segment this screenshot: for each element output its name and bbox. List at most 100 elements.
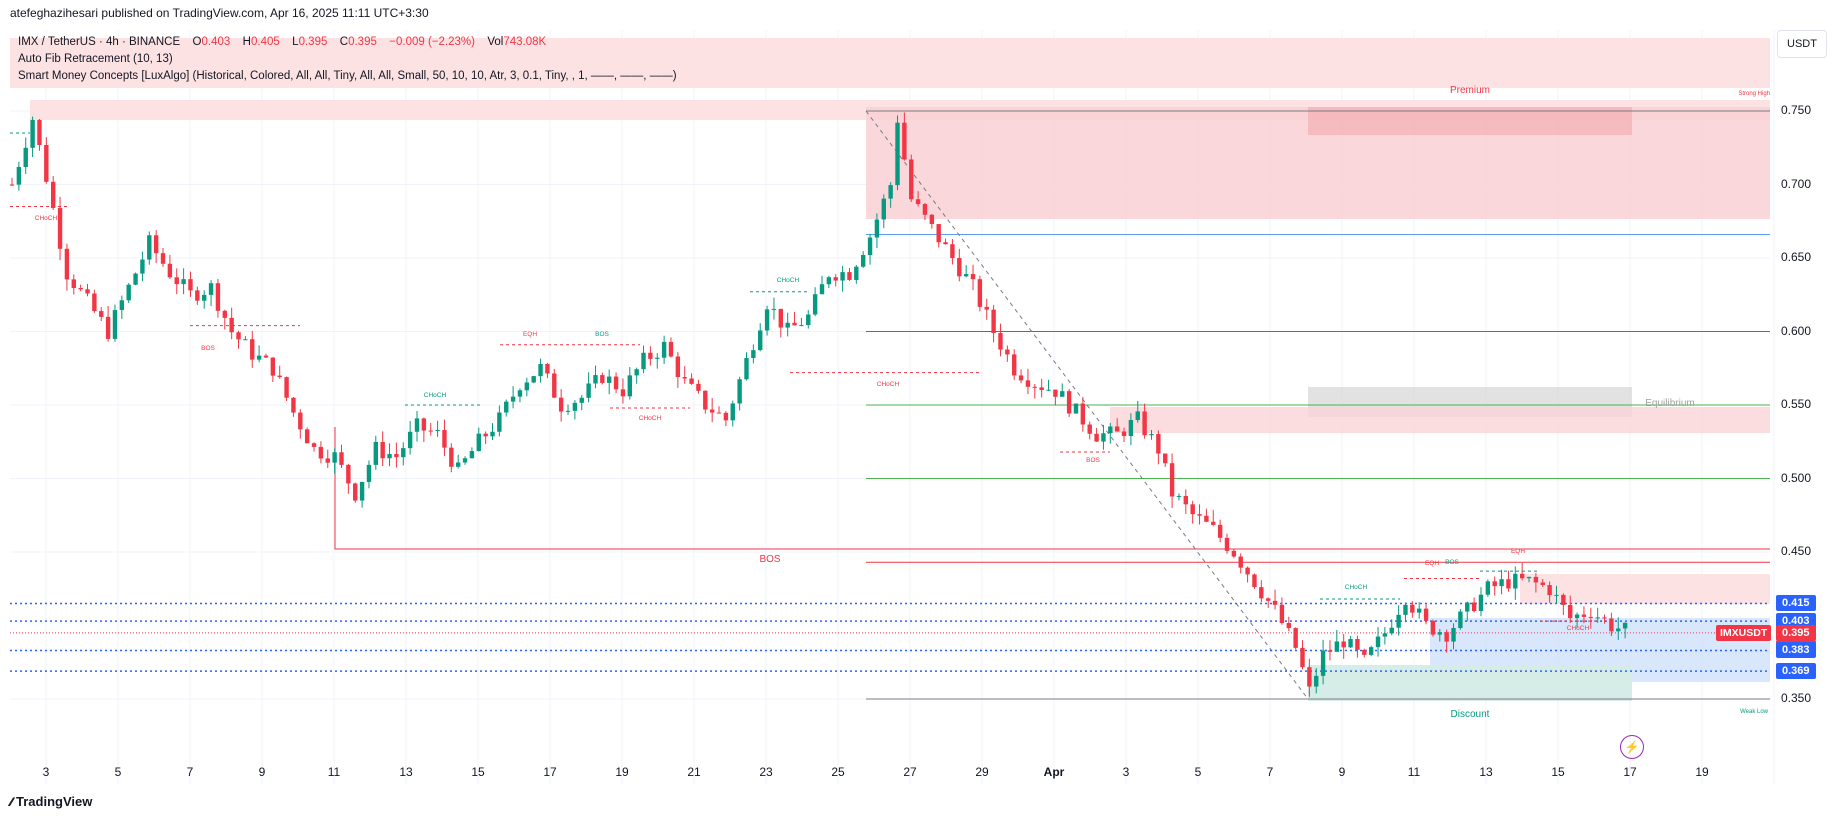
candle-body [1519,573,1525,579]
candle-body [126,284,131,301]
candle-body [785,322,790,328]
price-axis-label: 0.600 [1781,323,1812,338]
candle-body [1224,537,1230,551]
candle-body [895,122,900,186]
time-axis-label: 13 [1479,765,1493,779]
candle-body [675,356,681,378]
candle-body [1492,581,1497,587]
legend-band [10,38,1770,88]
candle-body [1423,608,1429,621]
candle-body [387,454,392,459]
candle-body [1547,585,1552,596]
candle-body [1183,495,1189,505]
candle-body [751,350,756,359]
candle-body [490,431,495,437]
candle-body [160,253,166,264]
candle-body [558,397,564,412]
candle-body [792,322,797,326]
candle-body [1581,614,1587,617]
tradingview-mark-icon: ⁄⁄ [10,794,13,809]
time-axis-label: 23 [759,765,773,779]
candle-body [85,289,90,294]
candle-body [1238,556,1243,568]
candle-body [215,283,221,311]
candle-body [1032,386,1037,388]
indicator-fib[interactable]: Auto Fib Retracement (10, 13) [18,53,173,65]
ticker-tag: IMXUSDT [1716,625,1772,641]
candle-body [860,255,866,267]
smc-label: EQH [523,331,537,338]
candle-body [483,433,488,437]
candle-body [1554,594,1559,596]
candle-body [71,279,76,288]
candle-body [1217,524,1223,538]
candle-body [1499,579,1504,587]
candle-body [545,363,550,374]
candle-body [1108,426,1113,434]
candle-body [1568,604,1573,619]
time-axis-label: 9 [258,765,266,779]
candle-body [538,363,543,377]
candle-body [1382,633,1388,637]
candle-body [915,199,921,205]
smc-label: BOS [595,331,609,338]
supply-zone-top [1308,107,1632,135]
candle-body [943,242,948,245]
candle-body [318,446,324,459]
candle-body [744,358,749,380]
tradingview-logo[interactable]: ⁄⁄ TradingView [10,794,92,809]
candle-body [778,308,784,328]
indicator-smc[interactable]: Smart Money Concepts [LuxAlgo] (Historic… [18,70,677,82]
candle-body [1053,389,1058,397]
candle-body [1348,639,1353,648]
candle-body [600,375,605,383]
candle-body [1417,608,1422,613]
candle-body [449,447,454,467]
candle-body [826,277,832,285]
candle-body [1540,582,1545,586]
candle-body [737,379,742,404]
candle-body [181,279,186,285]
candle-body [1252,574,1257,588]
publish-info: atefeghazihesari published on TradingVie… [10,6,429,20]
candle-body [1101,433,1106,442]
candle-body [1602,617,1607,619]
price-tag: 0.369 [1776,663,1816,680]
candle-body [64,248,70,280]
candle-body [881,198,886,220]
candle-body [1595,617,1600,619]
candle-body [641,352,646,370]
candle-body [950,244,955,259]
candle-body [44,144,49,182]
candle-body [1513,573,1518,589]
candle-body [517,390,523,397]
lightning-icon[interactable]: ⚡ [1620,735,1644,759]
price-axis-label: 0.750 [1781,103,1812,117]
candle-body [531,376,536,383]
candle-body [1444,632,1449,642]
currency-button[interactable]: USDT [1777,30,1827,58]
equilibrium-label: Equilibrium [1645,398,1694,409]
candle-body [1121,431,1127,437]
candle-body [1197,514,1202,516]
low-label: L [292,36,299,48]
candle-body [1430,620,1436,635]
price-axis-label: 0.500 [1781,470,1812,485]
candle-body [339,452,344,465]
candle-body [119,300,125,311]
candle-body [1080,403,1086,425]
candle-body [298,412,303,430]
candle-body [1327,650,1333,652]
candle-body [1533,576,1539,583]
candle-body [1259,587,1264,599]
candle-body [648,352,653,359]
candle-body [1094,433,1099,442]
candle-body [153,235,159,254]
legend-symbol[interactable]: IMX / TetherUS · 4h · BINANCE [18,36,181,48]
candle-body [1018,375,1024,381]
candle-body [112,310,118,339]
candle-body [50,181,56,208]
candle-body [1334,641,1340,652]
